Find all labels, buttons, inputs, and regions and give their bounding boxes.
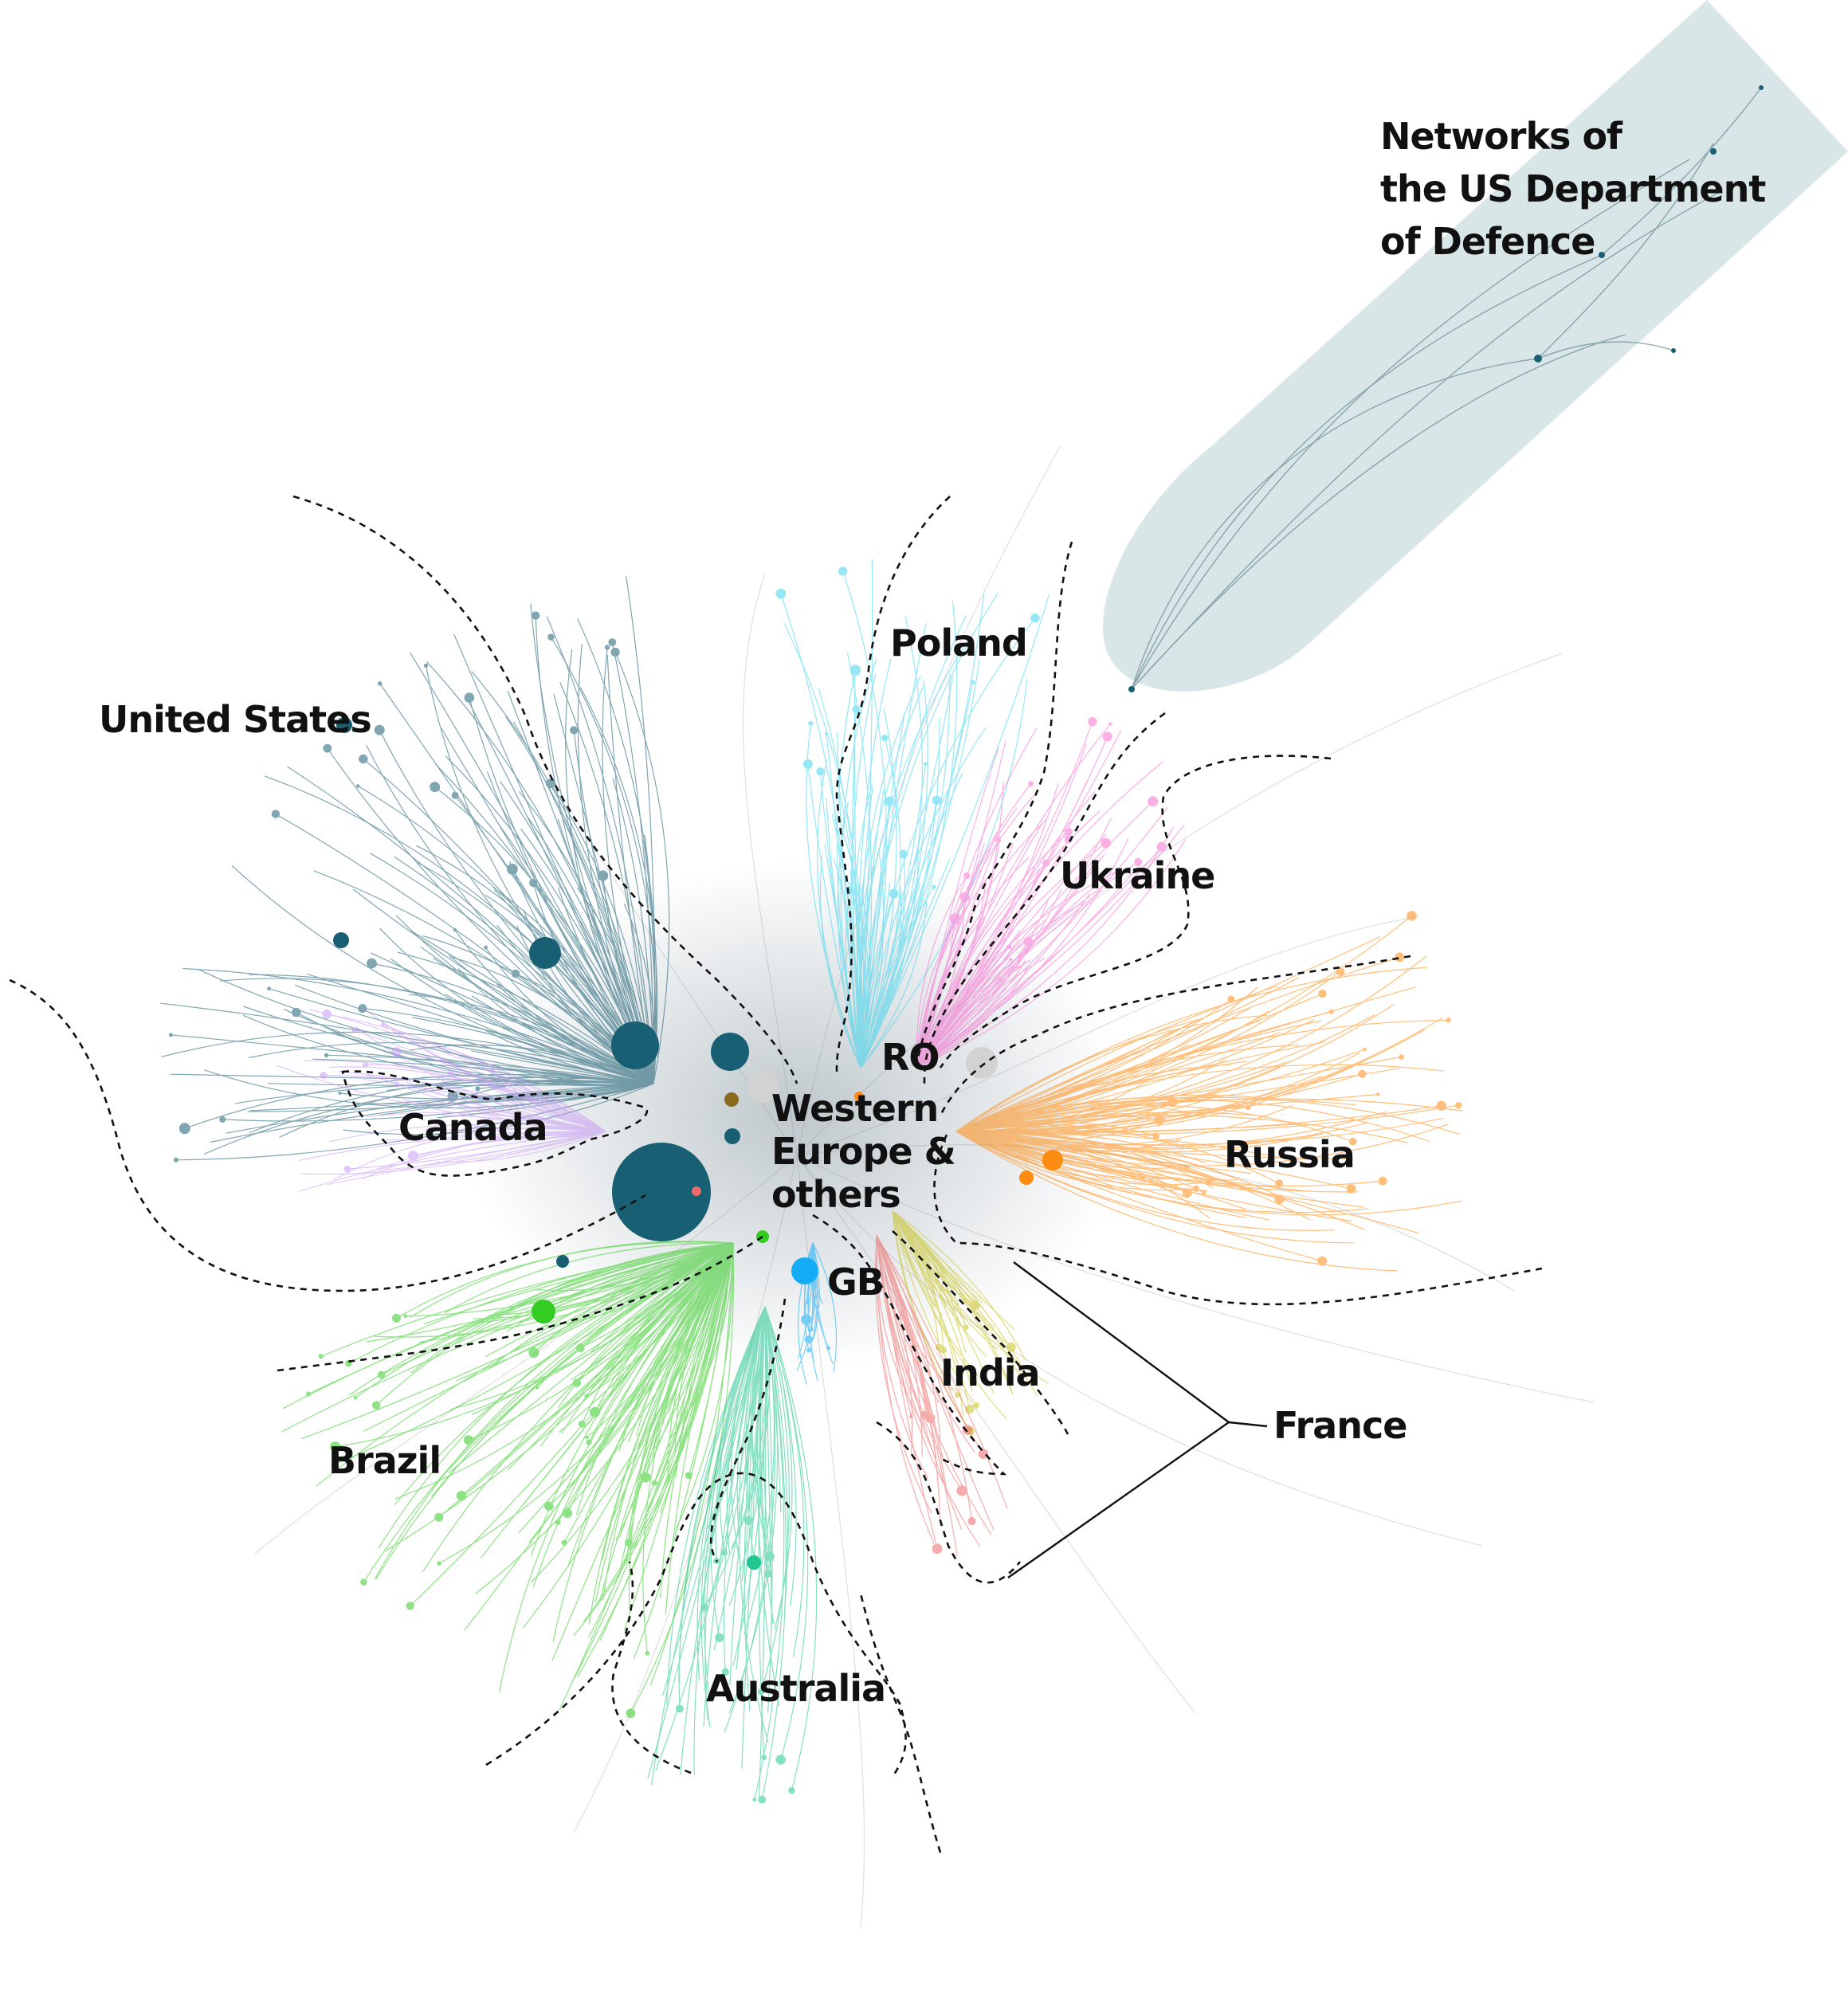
label-united-states: United States [99,698,372,741]
label-poland: Poland [890,622,1028,665]
label-brazil: Brazil [328,1439,441,1482]
dod-label: Networks of the US Department of Defence [1380,110,1766,268]
hub-nodes [333,717,1063,1570]
fan-russia [955,911,1464,1272]
fan-india [892,1210,1050,1436]
fan-australia [647,1306,818,1804]
fan-canada [277,1006,606,1192]
dod-region-shape [1102,0,1848,692]
label-ro: RO [881,1036,940,1079]
label-gb: GB [827,1261,885,1304]
western-europe-line: others [771,1173,901,1216]
western-europe-line: Western [771,1087,939,1130]
label-russia: Russia [1224,1133,1356,1176]
label-france: France [1273,1404,1407,1447]
region-boundaries [9,495,1543,1853]
dod-nodes [1128,85,1764,692]
label-ukraine: Ukraine [1060,854,1215,897]
dod-network-edges [1131,87,1762,690]
label-canada: Canada [398,1106,548,1149]
dod-label-line: of Defence [1380,220,1595,263]
fan-france [875,1234,1008,1557]
region-fans [160,559,1464,1804]
france-bracket [1007,1261,1268,1578]
label-australia: Australia [706,1667,886,1710]
dod-label-line: Networks of [1380,115,1622,158]
label-western-europe: Western Europe & others [771,1087,956,1216]
western-europe-line: Europe & [771,1130,956,1173]
fan-poland [775,559,1050,1069]
label-india: India [940,1351,1041,1394]
dod-label-line: the US Department [1380,167,1766,210]
fan-ukraine [916,717,1187,1069]
fan-gb [796,1242,838,1385]
